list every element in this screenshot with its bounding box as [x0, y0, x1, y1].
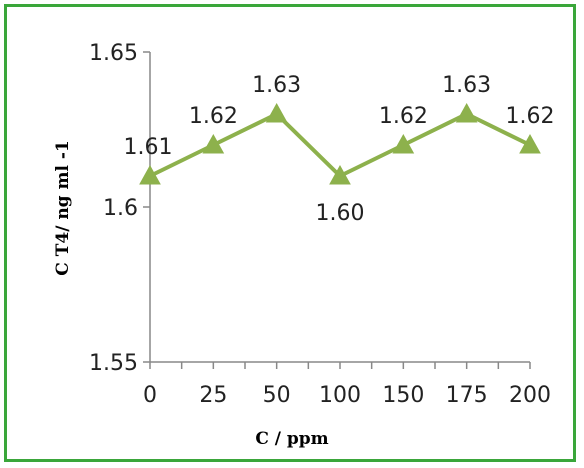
x-tick-label: 175 [446, 383, 488, 408]
x-tick-label: 0 [143, 383, 157, 408]
x-tick-label: 150 [382, 383, 424, 408]
x-tick-label: 50 [263, 383, 291, 408]
data-label: 1.63 [442, 73, 491, 98]
y-tick-label: 1.6 [103, 196, 138, 221]
x-tick-label: 100 [319, 383, 361, 408]
x-tick-label: 25 [199, 383, 227, 408]
data-label: 1.60 [316, 201, 365, 226]
chart-frame [4, 4, 576, 462]
data-point-marker [139, 164, 161, 185]
data-label: 1.62 [189, 104, 238, 129]
data-point-marker [392, 133, 415, 154]
data-point-marker [455, 102, 478, 123]
data-label: 1.63 [252, 73, 301, 98]
data-point-marker [519, 133, 541, 154]
data-label: 1.62 [506, 104, 555, 129]
data-label: 1.62 [379, 104, 428, 129]
data-point-marker [265, 102, 288, 123]
data-point-marker [202, 133, 225, 154]
y-tick-label: 1.65 [89, 41, 138, 66]
series: 1.61 1.62 1.63 1.60 1.62 1.63 1.62 [124, 73, 555, 226]
y-axis-title: C T4/ ng ml -1 [53, 140, 73, 275]
data-point-marker [329, 164, 351, 185]
x-tick-label: 200 [509, 383, 551, 408]
x-axis-title: C / ppm [255, 429, 328, 449]
axes: 1.55 1.6 1.65 0 25 50 100 150 175 200 [89, 41, 551, 408]
data-label: 1.61 [124, 135, 173, 160]
y-tick-label: 1.55 [89, 351, 138, 376]
